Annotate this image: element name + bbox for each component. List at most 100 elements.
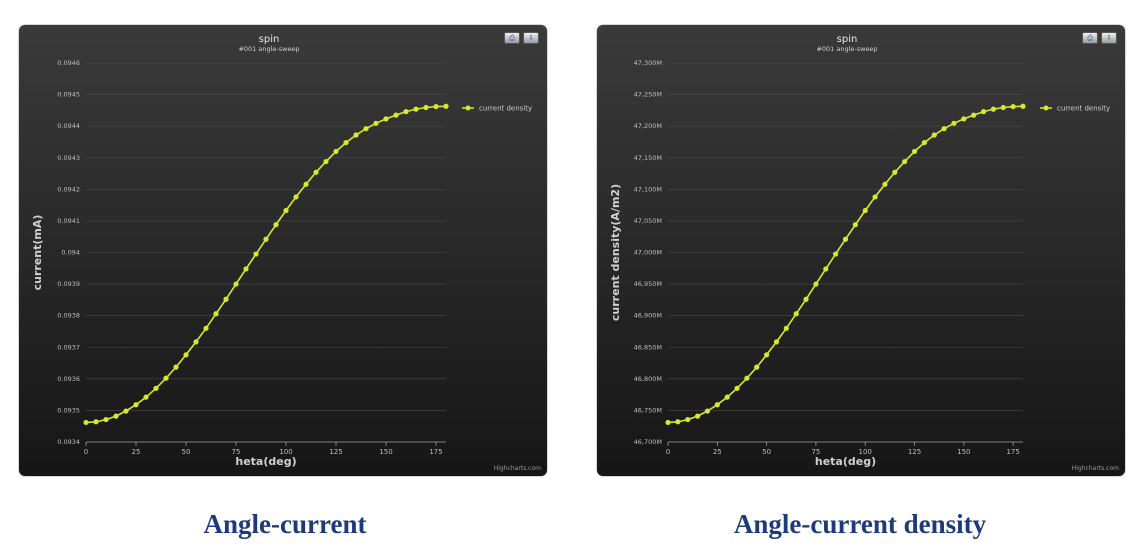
y-tick-label: 0.0941 — [57, 217, 80, 225]
data-point — [303, 181, 309, 187]
data-point — [685, 416, 691, 423]
data-point — [323, 158, 329, 165]
data-point — [971, 112, 977, 118]
data-point — [263, 236, 269, 242]
export-icon[interactable]: ⇩ — [1101, 32, 1117, 44]
data-point — [413, 106, 419, 112]
data-point — [961, 116, 967, 122]
data-point — [882, 181, 888, 187]
y-tick-label: 46,700M — [634, 438, 662, 446]
credits-link[interactable]: Highcharts.com — [493, 465, 541, 472]
data-point — [951, 120, 957, 126]
y-tick-label: 0.0942 — [57, 185, 80, 193]
data-point — [233, 281, 239, 287]
y-tick-label: 47,200M — [634, 122, 662, 130]
data-point — [1000, 104, 1006, 111]
legend-marker — [1043, 105, 1049, 111]
series-line — [85, 105, 447, 424]
credits-link[interactable]: Highcharts.com — [1071, 465, 1119, 472]
data-point — [273, 222, 279, 228]
y-tick-label: 0.0939 — [57, 280, 80, 288]
data-point — [902, 158, 908, 165]
y-tick-label: 0.0945 — [57, 91, 80, 99]
data-point — [793, 311, 799, 317]
data-point — [734, 385, 740, 391]
data-point — [665, 419, 671, 426]
x-tick-label: 150 — [957, 448, 970, 456]
data-point — [183, 352, 189, 358]
data-point — [373, 120, 379, 126]
data-point — [862, 207, 868, 214]
x-tick-label: 50 — [182, 448, 191, 456]
data-point — [403, 109, 409, 115]
data-point — [223, 296, 229, 302]
x-tick-label: 0 — [666, 448, 670, 456]
chart-title: spin — [259, 34, 280, 45]
data-point — [133, 402, 139, 408]
data-point — [813, 281, 819, 287]
data-point — [163, 375, 169, 381]
y-tick-label: 0.0937 — [57, 343, 80, 351]
chart-subtitle: #001 angle-sweep — [816, 45, 877, 53]
export-icon[interactable]: ⇩ — [523, 32, 539, 44]
print-icon[interactable]: ⎙ — [504, 32, 520, 44]
y-tick-label: 47,000M — [634, 249, 662, 257]
data-point — [823, 266, 829, 272]
data-point — [243, 266, 249, 272]
data-point — [173, 364, 179, 370]
data-point — [931, 132, 937, 138]
x-tick-label: 50 — [762, 448, 771, 456]
data-point — [213, 311, 219, 317]
y-tick-label: 0.0946 — [57, 59, 80, 67]
y-tick-label: 46,900M — [634, 312, 662, 320]
x-tick-label: 125 — [908, 448, 921, 456]
data-point — [153, 385, 159, 391]
data-point — [803, 296, 809, 302]
data-point — [443, 103, 449, 109]
x-tick-label: 175 — [429, 448, 442, 456]
y-tick-label: 46,750M — [634, 406, 662, 414]
data-point — [83, 419, 89, 426]
data-point — [724, 394, 730, 400]
data-point — [203, 325, 209, 331]
data-point — [764, 352, 770, 358]
data-point — [433, 103, 439, 110]
data-point — [783, 325, 789, 331]
x-tick-label: 25 — [132, 448, 141, 456]
x-tick-label: 100 — [279, 448, 292, 456]
caption-angle-current-density: Angle-current density — [733, 509, 987, 539]
chart-current: spin#001 angle-sweep 0.0934 0.0935 0.0936 0.… — [31, 34, 532, 468]
data-point — [313, 169, 319, 175]
x-tick-label: 100 — [859, 448, 872, 456]
data-point — [143, 394, 149, 400]
y-tick-label: 0.0943 — [57, 154, 80, 162]
y-tick-label: 46,950M — [634, 280, 662, 288]
y-tick-label: 0.0944 — [57, 122, 80, 130]
data-point — [842, 236, 849, 242]
data-point — [283, 207, 289, 214]
x-tick-label: 75 — [811, 448, 820, 456]
data-point — [921, 139, 927, 146]
data-point — [990, 106, 997, 112]
data-point — [714, 402, 720, 408]
data-point — [253, 251, 259, 257]
legend-label: current density — [1057, 105, 1110, 113]
x-tick-label: 0 — [84, 448, 88, 456]
caption-angle-current: Angle-current — [203, 509, 367, 539]
data-point — [852, 222, 858, 228]
data-point — [383, 116, 389, 122]
x-tick-label: 75 — [232, 448, 241, 456]
data-point — [103, 416, 109, 423]
x-tick-label: 125 — [329, 448, 342, 456]
y-tick-label: 0.0934 — [57, 438, 80, 446]
data-point — [773, 339, 780, 345]
y-tick-label: 0.0936 — [57, 375, 80, 383]
data-point — [123, 408, 129, 414]
y-tick-label: 47,100M — [634, 185, 662, 193]
chart-subtitle: #001 angle-sweep — [238, 45, 299, 53]
data-point — [293, 194, 299, 200]
print-icon[interactable]: ⎙ — [1082, 32, 1098, 44]
data-point — [343, 139, 349, 146]
data-point — [911, 148, 918, 155]
chart-toolbar: ⎙ ⇩ — [1082, 32, 1117, 44]
